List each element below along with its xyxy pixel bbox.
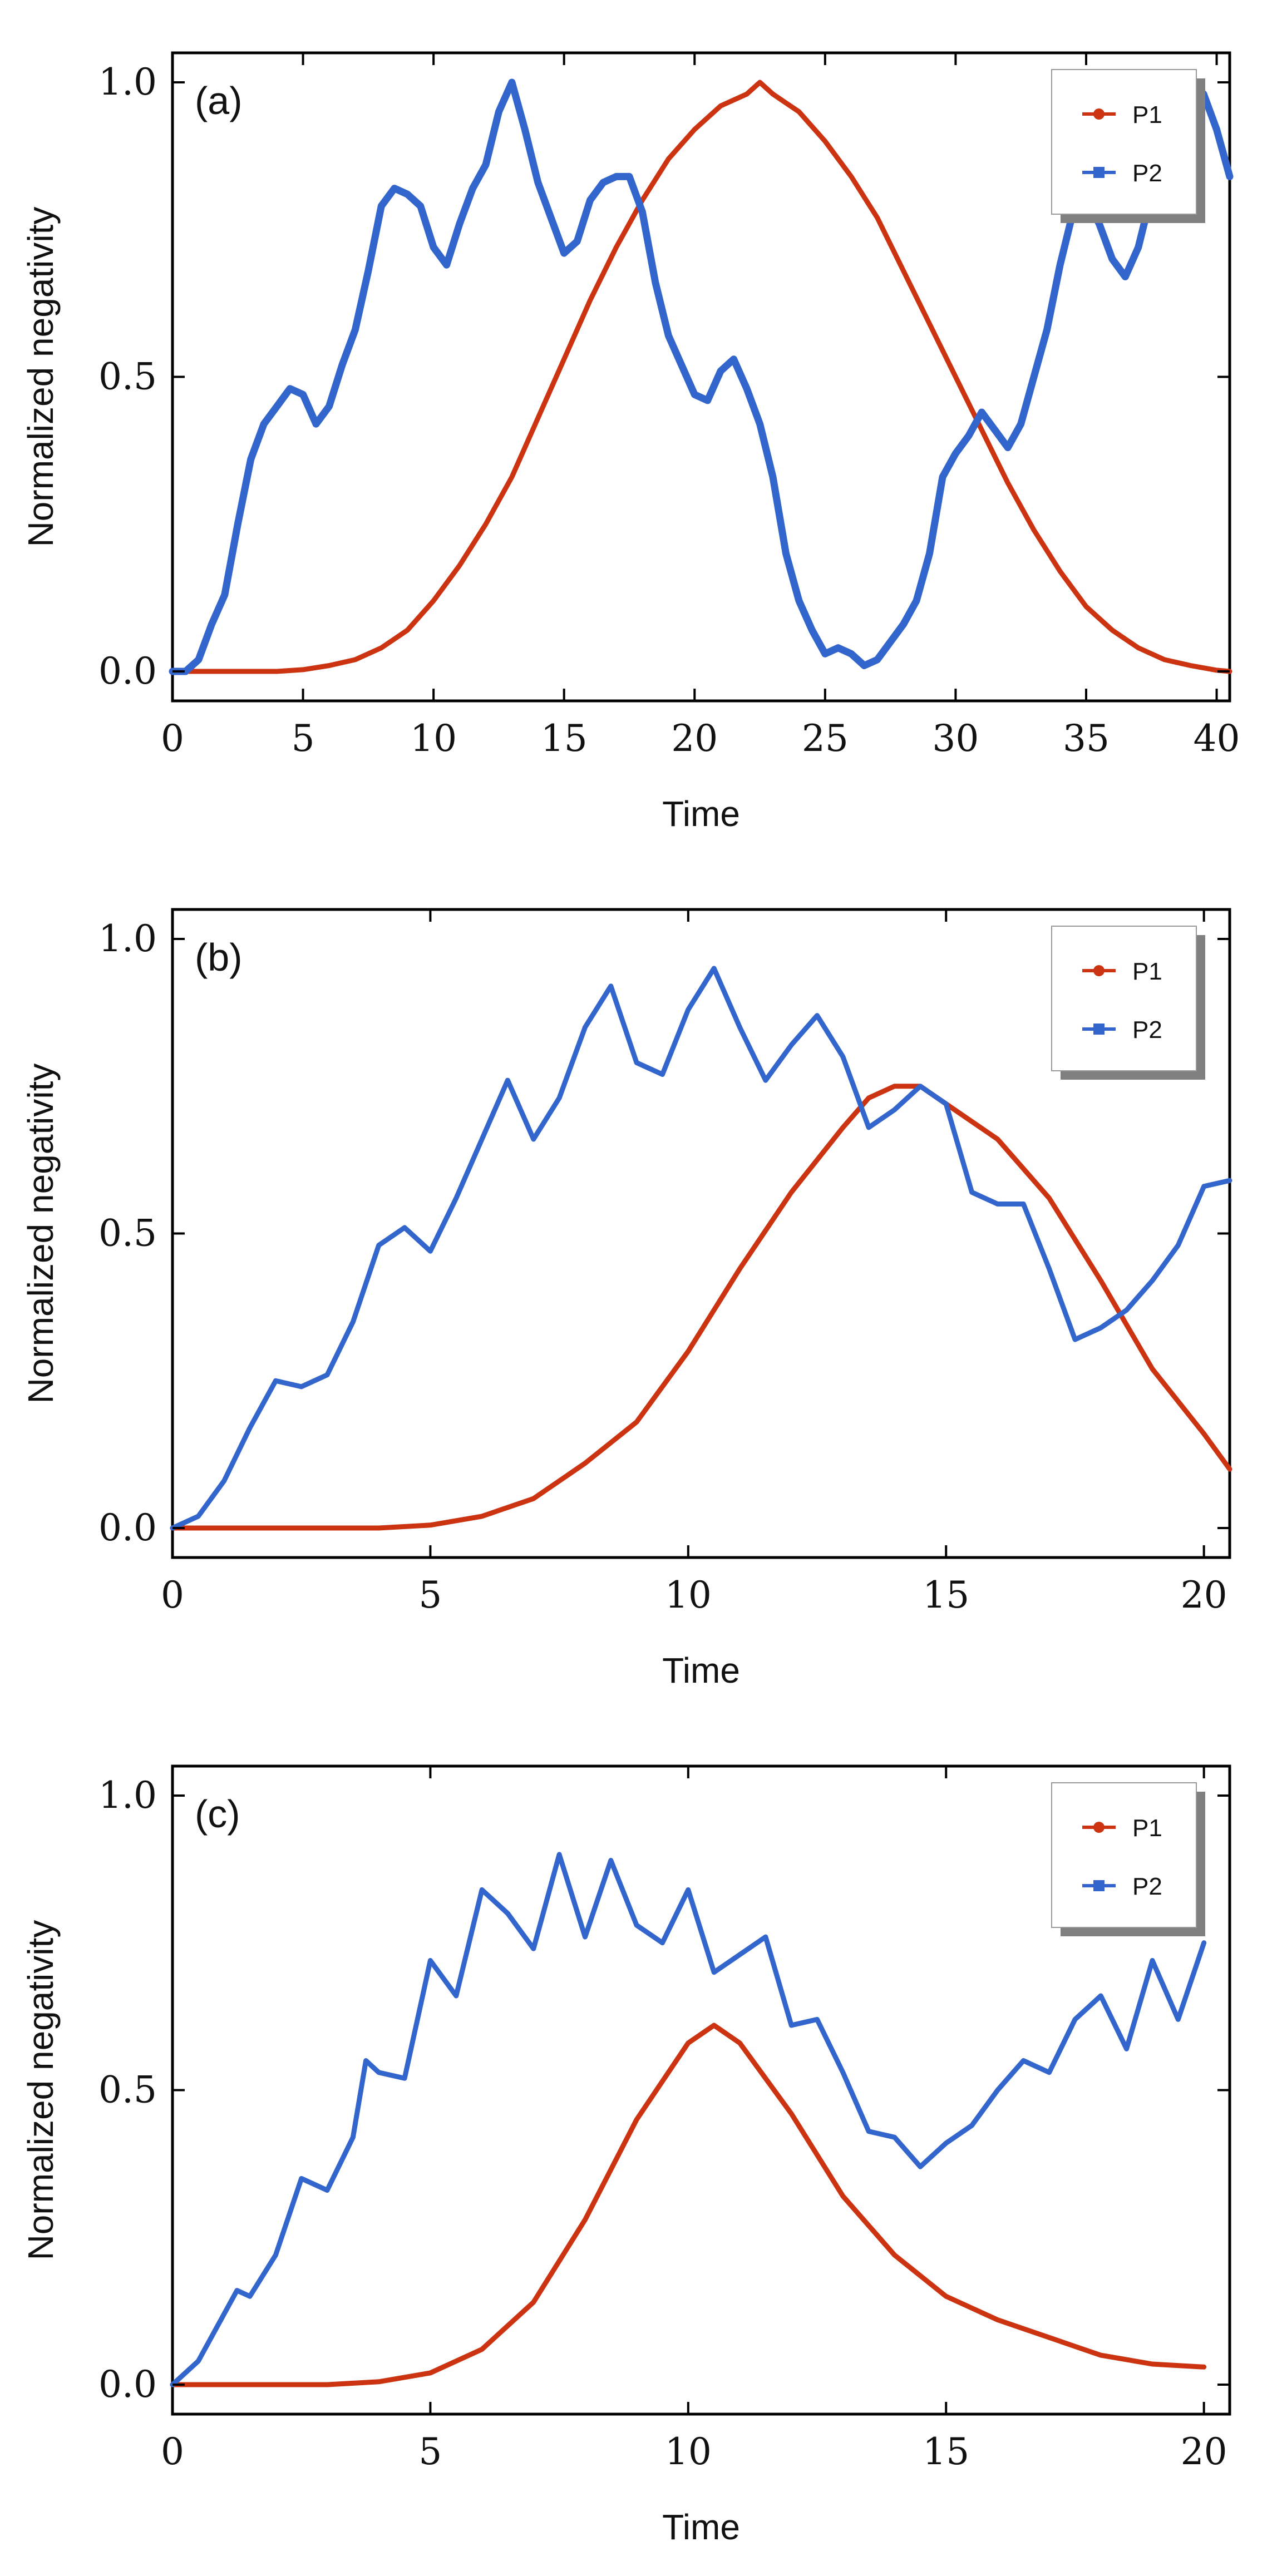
x-tick-label: 10 (410, 717, 457, 760)
x-tick-label: 15 (923, 2430, 969, 2473)
x-tick-label: 15 (923, 1574, 969, 1616)
legend-box (1051, 926, 1197, 1071)
legend-label-p2: P2 (1132, 1873, 1162, 1900)
x-tick-label: 20 (671, 717, 718, 760)
legend-marker-p2 (1093, 167, 1105, 178)
y-tick-label: 0.0 (98, 2363, 157, 2406)
panel-label: (b) (195, 936, 243, 979)
y-tick-label: 1.0 (98, 1774, 157, 1817)
series-group (170, 1852, 1207, 2387)
y-axis-title: Normalized negativity (21, 1920, 61, 2261)
x-ticks: 0 5 10 15 20 25 30 35 40 (161, 53, 1240, 760)
y-tick-label: 0.5 (98, 355, 157, 398)
panel-label: (a) (195, 79, 243, 122)
legend-label-p1: P1 (1132, 1814, 1162, 1842)
series-line-p2 (170, 1852, 1207, 2387)
x-tick-label: 25 (802, 717, 849, 760)
y-ticks: 0.0 0.5 1.0 (98, 917, 1230, 1549)
series-line-p2 (170, 966, 1232, 1531)
x-axis-title: Time (662, 2507, 740, 2547)
series-line-p1 (170, 2023, 1207, 2387)
panel-a: 0.0 0.5 1.0 0 5 10 15 20 25 30 35 40 (a) Time Norm… (21, 51, 1240, 834)
y-tick-label: 0.0 (98, 650, 157, 693)
y-tick-label: 0.0 (98, 1506, 157, 1549)
x-tick-label: 0 (161, 2430, 184, 2473)
y-tick-label: 1.0 (98, 61, 157, 103)
y-axis-title: Normalized negativity (21, 1064, 61, 1404)
series-group (169, 78, 1234, 675)
x-tick-label: 35 (1063, 717, 1110, 760)
legend: P1 P2 (1051, 1782, 1205, 1936)
series-line-p1 (170, 80, 1232, 674)
legend-label-p2: P2 (1132, 1016, 1162, 1044)
legend-label-p1: P1 (1132, 101, 1162, 128)
legend: P1 P2 (1051, 69, 1205, 223)
panel-b: 0.0 0.5 1.0 0 5 10 15 20 (b) Time Normalized n… (21, 908, 1232, 1690)
y-tick-label: 1.0 (98, 917, 157, 960)
legend-marker-p1 (1093, 965, 1105, 976)
legend-marker-p1 (1093, 1822, 1105, 1833)
x-ticks: 0 5 10 15 20 (161, 909, 1227, 1616)
panel-label: (c) (195, 1792, 240, 1836)
x-axis-title: Time (662, 1650, 740, 1690)
x-axis-title: Time (662, 794, 740, 834)
panel-c: 0.0 0.5 1.0 0 5 10 15 20 (c) Time Normalized n… (21, 1764, 1231, 2547)
legend-label-p2: P2 (1132, 160, 1162, 187)
x-tick-label: 20 (1181, 1574, 1227, 1616)
x-tick-label: 15 (541, 717, 588, 760)
x-tick-label: 10 (665, 1574, 712, 1616)
series-line-p1 (170, 1084, 1232, 1531)
legend-box (1051, 69, 1197, 215)
legend: P1 P2 (1051, 926, 1205, 1080)
series-group (170, 966, 1232, 1531)
x-tick-label: 5 (418, 1574, 442, 1616)
legend-marker-p1 (1093, 108, 1105, 120)
series-line-p2 (169, 78, 1234, 675)
y-tick-label: 0.5 (98, 1212, 157, 1255)
y-ticks: 0.0 0.5 1.0 (98, 1774, 1230, 2406)
x-tick-label: 40 (1194, 717, 1240, 760)
legend-marker-p2 (1093, 1024, 1105, 1035)
y-ticks: 0.0 0.5 1.0 (98, 61, 1230, 693)
x-tick-label: 30 (932, 717, 979, 760)
x-tick-label: 5 (292, 717, 315, 760)
x-tick-label: 0 (161, 717, 184, 760)
x-tick-label: 0 (161, 1574, 184, 1616)
x-tick-label: 20 (1181, 2430, 1227, 2473)
legend-marker-p2 (1093, 1880, 1105, 1891)
y-axis-title: Normalized negativity (21, 207, 61, 547)
x-ticks: 0 5 10 15 20 (161, 1766, 1227, 2473)
x-tick-label: 5 (418, 2430, 442, 2473)
y-tick-label: 0.5 (98, 2069, 157, 2112)
x-tick-label: 10 (665, 2430, 712, 2473)
legend-label-p1: P1 (1132, 958, 1162, 985)
legend-box (1051, 1782, 1197, 1928)
